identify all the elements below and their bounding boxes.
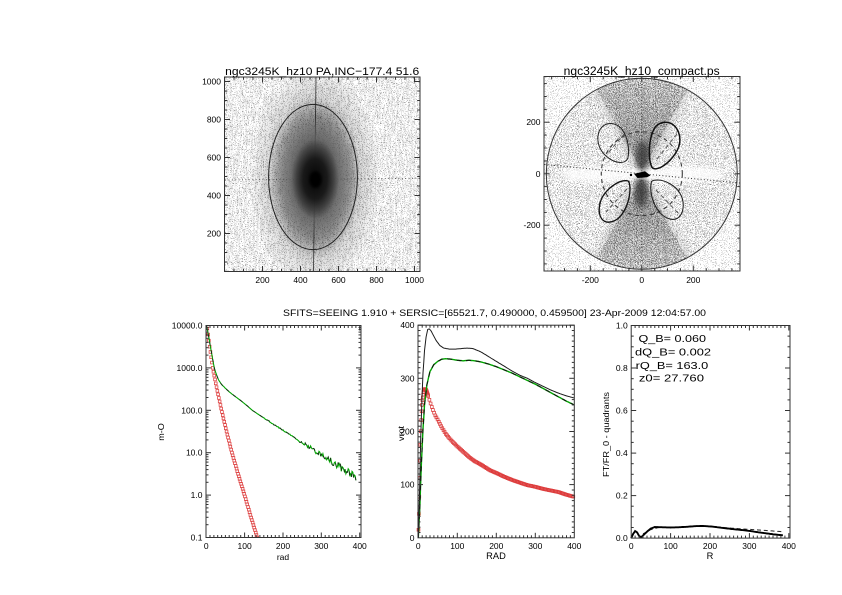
svg-text:100.0: 100.0: [181, 405, 203, 415]
svg-text:0: 0: [629, 541, 634, 551]
svg-text:1.0: 1.0: [191, 490, 203, 500]
svg-text:z0= 27.760: z0= 27.760: [639, 373, 705, 384]
svg-text:300: 300: [528, 541, 542, 551]
svg-text:0: 0: [416, 541, 421, 551]
svg-text:rad: rad: [277, 552, 290, 562]
svg-text:100: 100: [400, 480, 414, 490]
svg-text:0.6: 0.6: [616, 406, 628, 416]
svg-text:-200: -200: [523, 220, 540, 230]
svg-text:200: 200: [255, 275, 269, 285]
svg-text:SFITS=SEEING 1.910 + SERSIC=[6: SFITS=SEEING 1.910 + SERSIC=[65521.7, 0.…: [283, 308, 706, 319]
svg-text:0: 0: [639, 275, 644, 285]
svg-text:600: 600: [331, 275, 345, 285]
svg-text:1.0: 1.0: [616, 321, 628, 331]
svg-text:R: R: [707, 551, 714, 561]
svg-text:0.0: 0.0: [616, 533, 628, 543]
svg-text:200: 200: [526, 117, 540, 127]
svg-text:200: 200: [686, 275, 700, 285]
svg-text:600: 600: [207, 153, 221, 163]
svg-text:400: 400: [400, 320, 414, 330]
svg-text:10000.0: 10000.0: [172, 321, 203, 331]
svg-text:RAD: RAD: [486, 551, 506, 561]
svg-text:400: 400: [293, 275, 307, 285]
svg-text:800: 800: [207, 115, 221, 125]
svg-text:m-O: m-O: [156, 423, 166, 441]
svg-text:1000: 1000: [405, 275, 424, 285]
svg-text:200: 200: [276, 541, 290, 551]
svg-text:100: 100: [238, 541, 252, 551]
svg-text:200: 200: [400, 427, 414, 437]
svg-text:FT/FR_0 - quadrants: FT/FR_0 - quadrants: [602, 392, 611, 477]
svg-text:0.1: 0.1: [191, 533, 203, 543]
svg-text:200: 200: [489, 541, 503, 551]
svg-text:-200: -200: [582, 275, 599, 285]
svg-text:300: 300: [400, 373, 414, 383]
svg-text:100: 100: [664, 541, 678, 551]
svg-text:400: 400: [207, 191, 221, 201]
svg-text:1000.0: 1000.0: [177, 363, 203, 373]
svg-text:0.2: 0.2: [616, 491, 628, 501]
svg-text:1000: 1000: [202, 77, 221, 87]
svg-text:0: 0: [536, 169, 541, 179]
svg-text:0.4: 0.4: [616, 448, 628, 458]
svg-text:vrot: vrot: [396, 425, 406, 441]
svg-text:400: 400: [567, 541, 581, 551]
svg-text:0: 0: [204, 541, 209, 551]
svg-text:ngc3245K_hz10 PA,INC−177.4 51.: ngc3245K_hz10 PA,INC−177.4 51.6: [225, 66, 419, 78]
svg-text:0.8: 0.8: [616, 363, 628, 373]
svg-text:100: 100: [450, 541, 464, 551]
svg-text:300: 300: [314, 541, 328, 551]
svg-text:Q_B= 0.060: Q_B= 0.060: [639, 334, 707, 345]
svg-text:300: 300: [742, 541, 756, 551]
svg-text:800: 800: [369, 275, 383, 285]
svg-text:400: 400: [782, 541, 796, 551]
svg-text:400: 400: [353, 541, 367, 551]
svg-text:200: 200: [703, 541, 717, 551]
svg-text:0: 0: [410, 533, 415, 543]
svg-text:ngc3245K_hz10_compact.ps: ngc3245K_hz10_compact.ps: [564, 66, 720, 78]
svg-text:dQ_B= 0.002: dQ_B= 0.002: [635, 348, 711, 359]
svg-text:10.0: 10.0: [186, 448, 203, 458]
svg-text:200: 200: [207, 229, 221, 239]
svg-text:rQ_B= 163.0: rQ_B= 163.0: [636, 361, 709, 372]
